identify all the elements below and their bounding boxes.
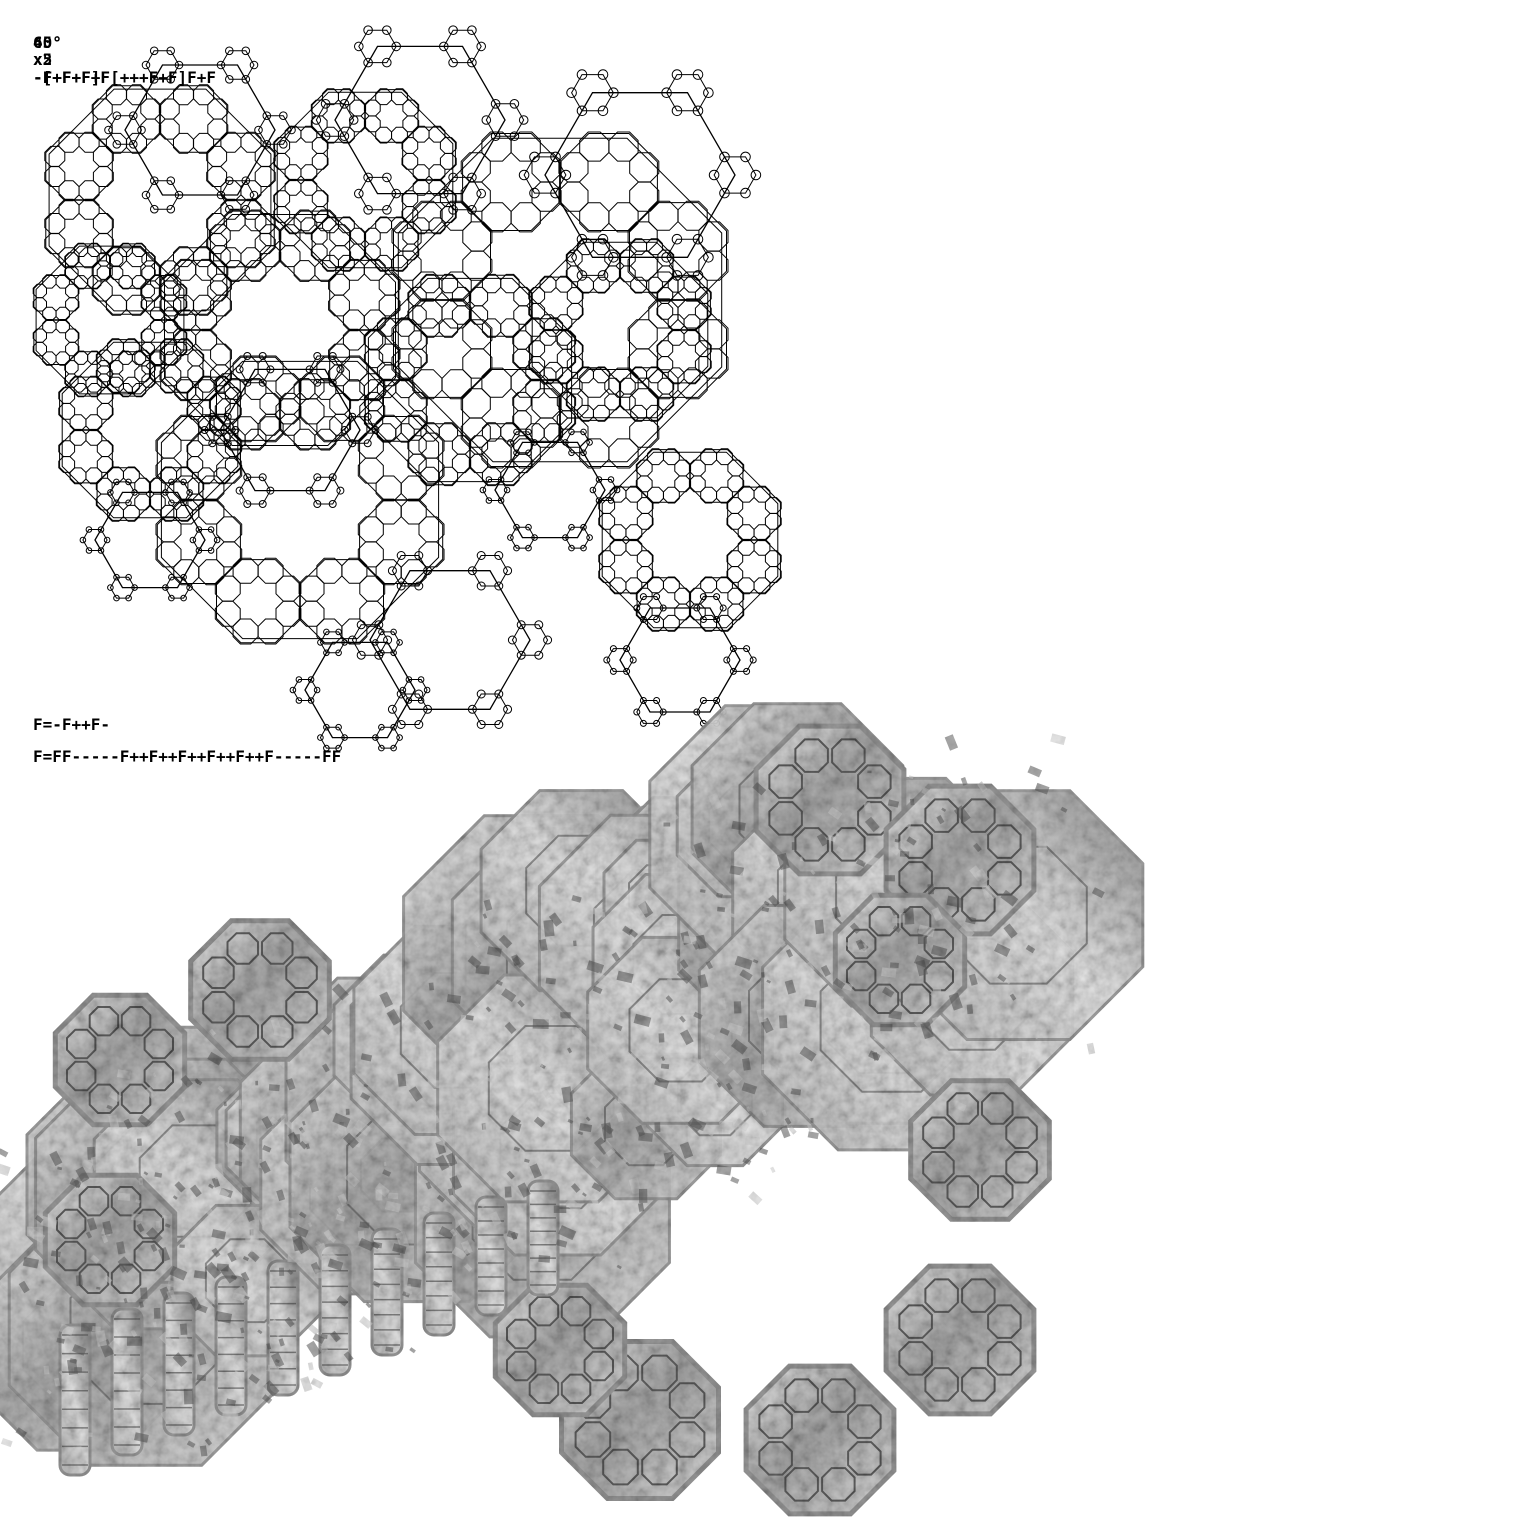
rule-label-1: F=-F++F- xyxy=(33,715,111,734)
iteration-label-b: x2 xyxy=(33,50,53,69)
iteration-label-a: x5 xyxy=(33,50,53,69)
rule-label-2: F=FF-----F++F++F++F++F++F-----FF xyxy=(33,747,342,766)
axiom-label-b: -F+F+F+F xyxy=(33,68,111,87)
render-body xyxy=(0,702,1145,1517)
angle-label-a: 60° xyxy=(33,33,62,52)
fractal-line-drawing xyxy=(32,25,782,752)
angle-label-b: 45° xyxy=(33,33,62,52)
axiom-label-a: -[+F+F]F[+++F+F]F+F xyxy=(33,68,217,87)
